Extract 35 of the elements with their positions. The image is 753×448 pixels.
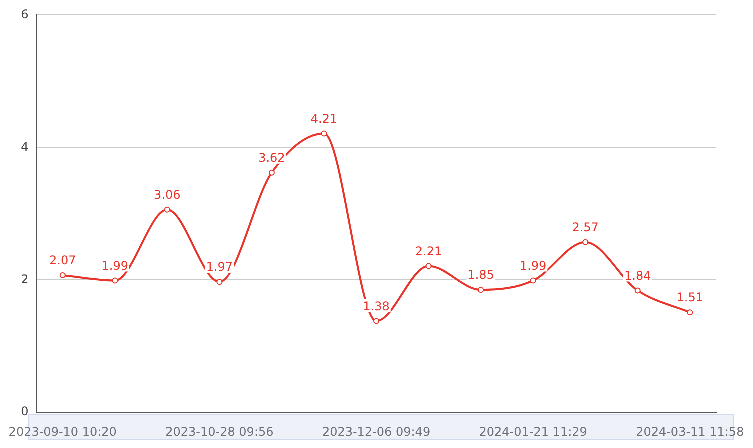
point — [634, 288, 641, 294]
y-tick-label: 6 — [21, 7, 29, 22]
x-tick-label: 2024-01-21 11:29 — [479, 424, 588, 439]
data-label: 2.21 — [415, 244, 442, 258]
data-label: 2.57 — [572, 220, 599, 235]
y-tick-label: 0 — [21, 404, 29, 419]
y-tick-label: 2 — [21, 272, 29, 286]
point — [426, 263, 432, 270]
data-label: 1.85 — [468, 268, 494, 282]
point — [216, 279, 223, 286]
x-tick-label: 2023-09-10 10:20 — [8, 424, 117, 439]
point — [478, 287, 484, 294]
data-label: 1.97 — [206, 260, 234, 274]
point — [268, 170, 275, 176]
point — [321, 130, 328, 137]
x-tick-label: 2024-03-11 11:58 — [636, 424, 744, 439]
y-tick-label: 4 — [21, 140, 29, 154]
point — [164, 206, 170, 213]
point — [60, 272, 66, 278]
data-label: 3.62 — [258, 150, 286, 165]
point — [687, 310, 694, 316]
data-label: 1.38 — [363, 299, 390, 314]
point — [582, 239, 589, 246]
data-label: 2.07 — [50, 254, 76, 268]
x-tick-label: 2023-12-06 09:49 — [322, 424, 431, 439]
point — [374, 318, 380, 324]
point — [112, 278, 118, 284]
data-label: 3.06 — [154, 188, 181, 202]
x-tick-label: 2023-10-28 09:56 — [166, 424, 274, 439]
point — [530, 278, 536, 284]
data-label: 1.99 — [102, 258, 128, 273]
data-label: 1.51 — [676, 290, 704, 305]
data-label: 1.99 — [520, 258, 547, 273]
data-label: 4.21 — [310, 112, 338, 126]
data-label: 1.84 — [624, 268, 652, 283]
